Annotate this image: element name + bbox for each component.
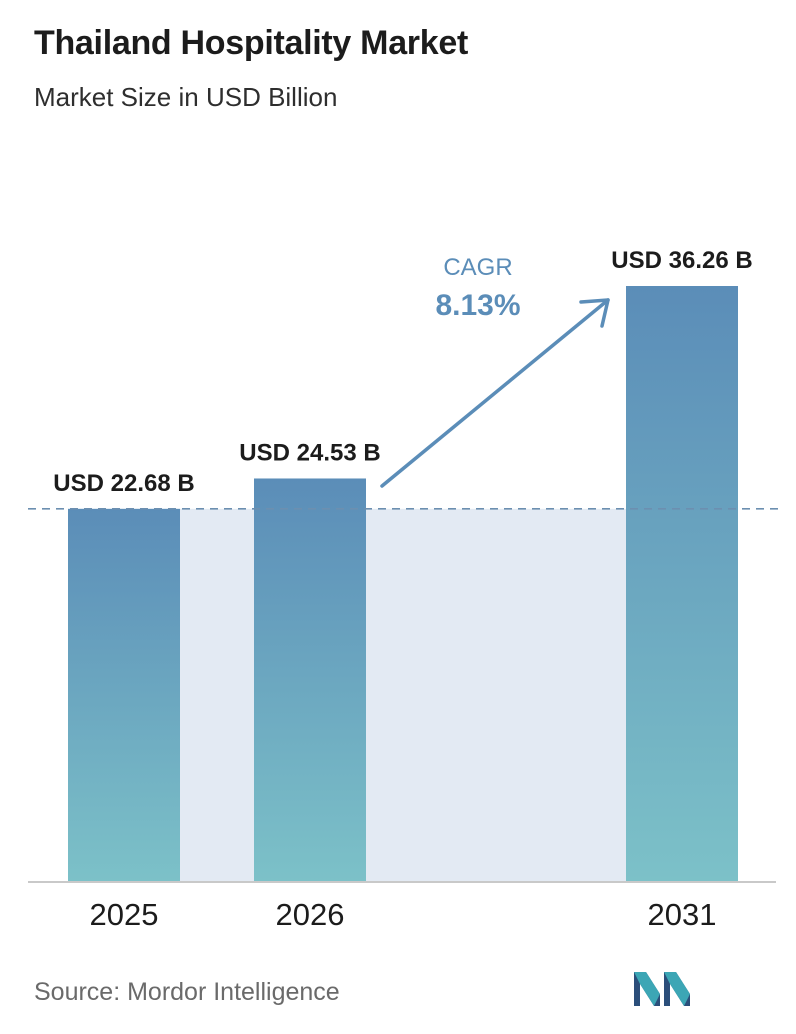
x-tick-label-2031: 2031 (648, 897, 717, 932)
value-label-2025: USD 22.68 B (53, 470, 194, 497)
label-layer: CAGR 8.13% USD 22.68 B 2025 USD 24.53 B 2026 U… (53, 247, 752, 932)
value-label-2031: USD 36.26 B (611, 247, 752, 274)
bar-layer (68, 286, 738, 881)
cagr-arrow-head (579, 298, 610, 328)
x-tick-label-2025: 2025 (90, 897, 159, 932)
cagr-arrow (380, 298, 610, 488)
cagr-label: CAGR (443, 254, 512, 281)
bar-2031 (626, 286, 738, 881)
chart-title: Thailand Hospitality Market (34, 24, 468, 62)
x-tick-label-2026: 2026 (276, 897, 345, 932)
bar-2026 (254, 478, 366, 881)
bar-chart: CAGR 8.13% USD 22.68 B 2025 USD 24.53 B 2026 U… (28, 247, 780, 932)
cagr-value: 8.13% (435, 289, 520, 322)
mordor-intelligence-logo-icon (634, 972, 690, 1006)
source-note: Source: Mordor Intelligence (34, 978, 340, 1006)
bar-2025 (68, 508, 180, 881)
value-label-2026: USD 24.53 B (239, 439, 380, 466)
overlay-layer (28, 298, 780, 883)
chart-subtitle: Market Size in USD Billion (34, 82, 338, 112)
